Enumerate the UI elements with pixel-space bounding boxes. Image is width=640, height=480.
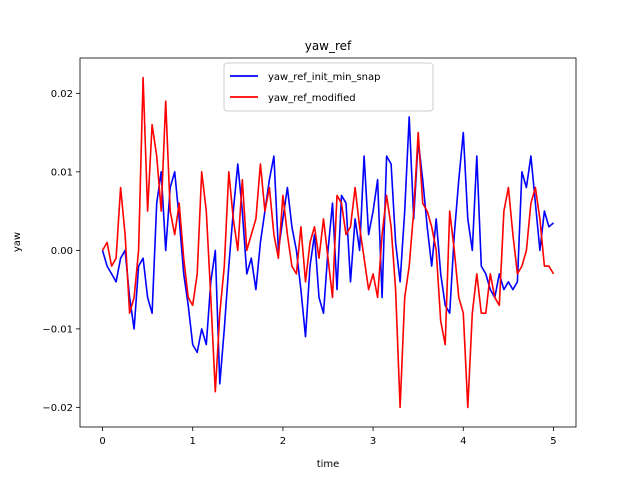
x-tick-label: 2 <box>280 436 286 447</box>
x-axis: 0 1 2 3 4 5 <box>99 427 557 447</box>
series-line-yaw-ref-modified <box>101 76 555 409</box>
x-axis-label: time <box>317 459 340 470</box>
y-axis-label: yaw <box>12 232 23 252</box>
chart-title: yaw_ref <box>305 39 352 53</box>
plot-frame <box>79 57 577 428</box>
series-line-yaw-ref-init-min-snap <box>101 116 555 385</box>
y-axis: −0.02 −0.01 0.00 0.01 0.02 <box>42 89 80 414</box>
y-tick-label: −0.02 <box>42 403 73 414</box>
y-tick-label: −0.01 <box>42 324 73 335</box>
legend-label-yaw-ref-modified: yaw_ref_modified <box>268 93 356 104</box>
legend: yaw_ref_init_min_snap yaw_ref_modified <box>223 62 434 112</box>
legend-box <box>223 62 434 112</box>
y-tick-label: 0.01 <box>51 167 73 178</box>
legend-label-yaw-ref-init-min-snap: yaw_ref_init_min_snap <box>268 72 381 83</box>
series-layer <box>101 76 555 409</box>
x-tick-label: 1 <box>190 436 196 447</box>
x-tick-label: 4 <box>460 436 466 447</box>
x-tick-label: 5 <box>550 436 556 447</box>
y-tick-label: 0.00 <box>51 246 73 257</box>
y-tick-label: 0.02 <box>51 89 73 100</box>
x-tick-label: 0 <box>99 436 105 447</box>
x-tick-label: 3 <box>370 436 376 447</box>
